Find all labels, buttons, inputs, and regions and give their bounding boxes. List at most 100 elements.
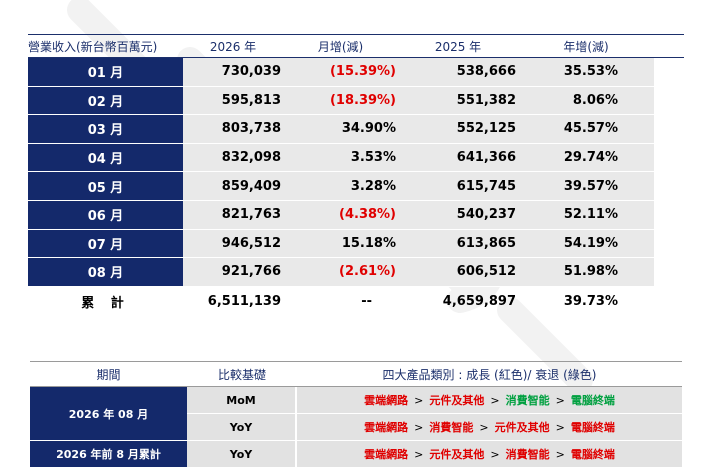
category-name: 雲端網路 xyxy=(364,421,409,434)
separator-arrow: > xyxy=(555,393,565,407)
revenue-2025-cell: 538,666 xyxy=(398,58,518,87)
month-label: 02 月 xyxy=(28,86,183,116)
yoy-change-cell: 8.06% xyxy=(518,86,654,116)
mom-change-cell: (18.39%) xyxy=(283,86,398,116)
table-row: 01 月 730,039 (15.39%) 538,666 35.53% xyxy=(28,58,684,87)
header-categories: 四大產品類別 : 成長 (紅色)/ 衰退 (綠色) xyxy=(382,367,597,382)
category-ranking: 雲端網路 > 元件及其他 > 消費智能 > 電腦終端 xyxy=(297,441,682,467)
monthly-revenue-table: 營業收入(新台幣百萬元) 2026 年 月增(減) 2025 年 年增(減) 0… xyxy=(28,34,684,317)
revenue-2026-cell: 832,098 xyxy=(183,143,283,173)
mom-change-cell: (15.39%) xyxy=(283,58,398,87)
revenue-2025-cell: 540,237 xyxy=(398,200,518,230)
category-ranking: 雲端網路 > 元件及其他 > 消費智能 > 電腦終端 xyxy=(297,387,682,413)
category-name: 消費智能 xyxy=(429,421,474,434)
period-label: 2026 年 08 月 xyxy=(30,387,187,441)
month-label: 08 月 xyxy=(28,258,183,287)
header-basis: 比較基礎 xyxy=(217,367,266,382)
header-2025: 2025 年 xyxy=(434,39,482,54)
header-mom: 月增(減) xyxy=(317,39,364,54)
category-name: 電腦終端 xyxy=(570,448,615,461)
total-mom: -- xyxy=(361,294,372,310)
month-label: 06 月 xyxy=(28,200,183,230)
period-label: 2026 年前 8 月累計 xyxy=(30,441,187,468)
comparison-row: MoM 雲端網路 > 元件及其他 > 消費智能 > 電腦終端 xyxy=(187,387,682,414)
month-label: 07 月 xyxy=(28,229,183,259)
separator-arrow: > xyxy=(414,393,424,407)
table-row: 02 月 595,813 (18.39%) 551,382 8.06% xyxy=(28,86,684,116)
category-name: 元件及其他 xyxy=(494,421,550,434)
revenue-2026-cell: 821,763 xyxy=(183,200,283,230)
revenue-2025-cell: 641,366 xyxy=(398,143,518,173)
table-row: 06 月 821,763 (4.38%) 540,237 52.11% xyxy=(28,200,684,230)
header-revenue-label: 營業收入(新台幣百萬元) xyxy=(28,39,158,54)
category-name: 消費智能 xyxy=(505,394,550,407)
table-row: 05 月 859,409 3.28% 615,745 39.57% xyxy=(28,172,684,201)
basis-label: YoY xyxy=(187,414,295,440)
revenue-2025-cell: 606,512 xyxy=(398,258,518,287)
mom-change-cell: 15.18% xyxy=(283,229,398,259)
revenue-2026-cell: 803,738 xyxy=(183,115,283,144)
yoy-change-cell: 29.74% xyxy=(518,143,654,173)
revenue-table-header: 營業收入(新台幣百萬元) 2026 年 月增(減) 2025 年 年增(減) xyxy=(28,34,684,58)
mom-change-cell: (4.38%) xyxy=(283,200,398,230)
yoy-change-cell: 39.57% xyxy=(518,172,654,201)
month-label: 05 月 xyxy=(28,172,183,201)
table-row: 04 月 832,098 3.53% 641,366 29.74% xyxy=(28,143,684,173)
period-group: 2026 年前 8 月累計 YoY 雲端網路 > 元件及其他 > 消費智能 > 電腦終端 xyxy=(30,441,682,468)
revenue-2025-cell: 552,125 xyxy=(398,115,518,144)
period-group: 2026 年 08 月 MoM 雲端網路 > 元件及其他 > 消費智能 > 電腦終端 YoY 雲端網… xyxy=(30,387,682,441)
revenue-2026-cell: 730,039 xyxy=(183,58,283,87)
mom-change-cell: (2.61%) xyxy=(283,258,398,287)
separator-arrow: > xyxy=(555,420,565,434)
mom-change-cell: 3.28% xyxy=(283,172,398,201)
table-row: 07 月 946,512 15.18% 613,865 54.19% xyxy=(28,229,684,259)
header-yoy: 年增(減) xyxy=(563,39,609,54)
yoy-change-cell: 51.98% xyxy=(518,258,654,287)
separator-arrow: > xyxy=(414,420,424,434)
yoy-change-cell: 45.57% xyxy=(518,115,654,144)
total-yoy: 39.73% xyxy=(563,294,618,310)
comparison-row: YoY 雲端網路 > 元件及其他 > 消費智能 > 電腦終端 xyxy=(187,441,682,468)
separator-arrow: > xyxy=(490,447,500,461)
separator-arrow: > xyxy=(555,447,565,461)
separator-arrow: > xyxy=(414,447,424,461)
category-name: 消費智能 xyxy=(505,448,550,461)
table-row: 08 月 921,766 (2.61%) 606,512 51.98% xyxy=(28,258,684,287)
comparison-row: YoY 雲端網路 > 消費智能 > 元件及其他 > 電腦終端 xyxy=(187,414,682,441)
product-category-table: 期間 比較基礎 四大產品類別 : 成長 (紅色)/ 衰退 (綠色) 2026 年… xyxy=(30,361,682,468)
yoy-change-cell: 54.19% xyxy=(518,229,654,259)
separator-arrow: > xyxy=(490,393,500,407)
revenue-2026-cell: 595,813 xyxy=(183,86,283,116)
revenue-2026-cell: 946,512 xyxy=(183,229,283,259)
revenue-2025-cell: 615,745 xyxy=(398,172,518,201)
category-name: 雲端網路 xyxy=(364,394,409,407)
category-name: 電腦終端 xyxy=(570,421,615,434)
yoy-change-cell: 52.11% xyxy=(518,200,654,230)
header-period: 期間 xyxy=(96,367,121,382)
mom-change-cell: 34.90% xyxy=(283,115,398,144)
revenue-2026-cell: 859,409 xyxy=(183,172,283,201)
table-row: 03 月 803,738 34.90% 552,125 45.57% xyxy=(28,115,684,144)
month-label: 04 月 xyxy=(28,143,183,173)
basis-label: YoY xyxy=(187,441,295,467)
revenue-2026-cell: 921,766 xyxy=(183,258,283,287)
category-name: 元件及其他 xyxy=(429,394,485,407)
month-label: 01 月 xyxy=(28,58,183,87)
header-2026: 2026 年 xyxy=(209,39,257,54)
total-2025: 4,659,897 xyxy=(442,294,516,310)
category-ranking: 雲端網路 > 消費智能 > 元件及其他 > 電腦終端 xyxy=(297,414,682,440)
basis-label: MoM xyxy=(187,387,295,413)
category-name: 電腦終端 xyxy=(570,394,615,407)
yoy-change-cell: 35.53% xyxy=(518,58,654,87)
category-name: 雲端網路 xyxy=(364,448,409,461)
month-label: 03 月 xyxy=(28,115,183,144)
total-2026: 6,511,139 xyxy=(207,294,281,310)
total-label: 累 計 xyxy=(81,296,130,312)
mom-change-cell: 3.53% xyxy=(283,143,398,173)
category-table-header: 期間 比較基礎 四大產品類別 : 成長 (紅色)/ 衰退 (綠色) xyxy=(30,361,682,387)
revenue-2025-cell: 551,382 xyxy=(398,86,518,116)
category-name: 元件及其他 xyxy=(429,448,485,461)
revenue-2025-cell: 613,865 xyxy=(398,229,518,259)
revenue-total-row: 累 計 6,511,139 -- 4,659,897 39.73% xyxy=(28,287,684,317)
separator-arrow: > xyxy=(479,420,489,434)
